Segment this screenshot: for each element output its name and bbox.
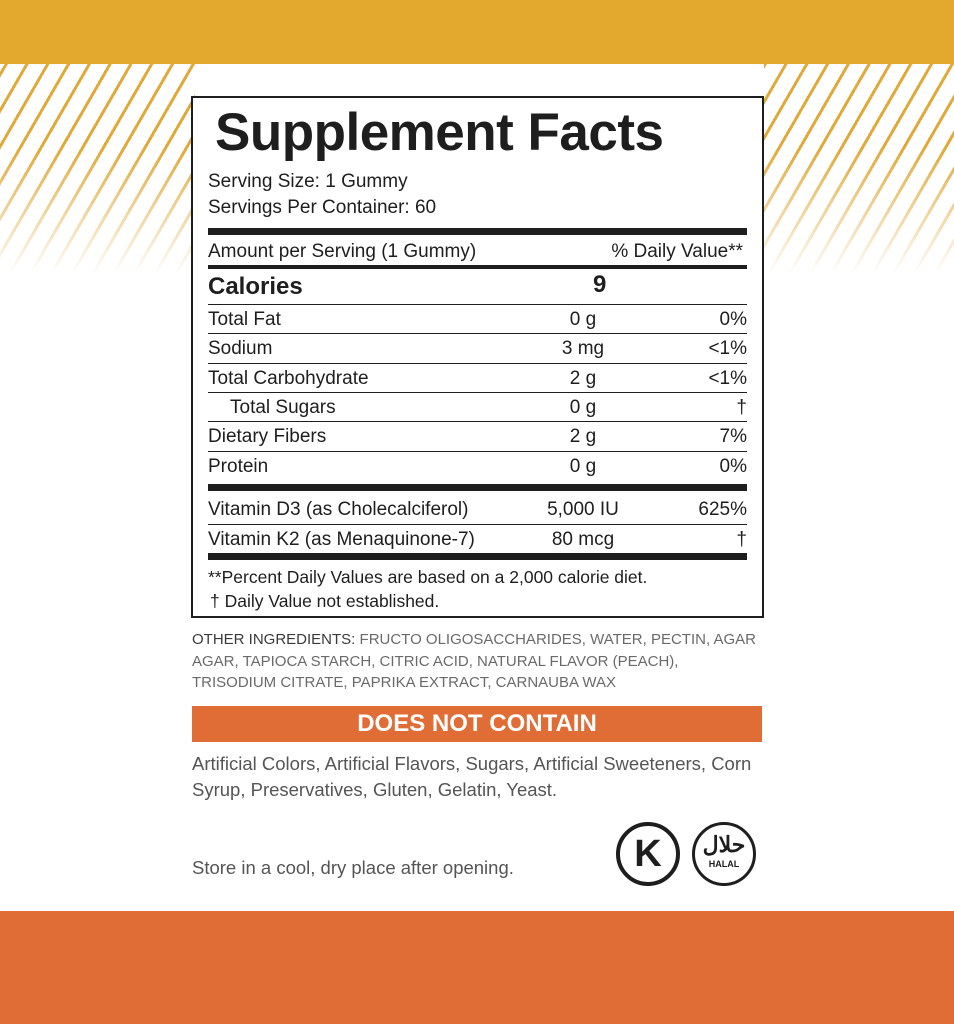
dv-header: % Daily Value** — [611, 241, 743, 262]
nutrient-amount: 2 g — [569, 367, 597, 389]
nutrient-dv: 625% — [698, 499, 747, 520]
nutrient-row: Total Carbohydrate 2 g <1% — [208, 362, 747, 392]
nutrient-amount: 3 mg — [561, 338, 605, 360]
stripe-pattern-left — [0, 64, 195, 274]
footnote-not-established: † Daily Value not established. — [210, 591, 440, 611]
serving-size: Serving Size: 1 Gummy — [208, 171, 408, 192]
nutrient-name: Sodium — [208, 338, 273, 360]
nutrient-name: Dietary Fibers — [208, 426, 327, 448]
stripe-pattern-right — [764, 64, 954, 274]
nutrient-row: Dietary Fibers 2 g 7% — [208, 421, 747, 450]
nutrient-name: Protein — [208, 455, 269, 477]
calories-value: 9 — [593, 271, 607, 298]
nutrient-row: Total Fat 0 g 0% — [208, 304, 747, 333]
kosher-icon: K — [616, 822, 680, 886]
top-band — [0, 0, 954, 64]
panel-title: Supplement Facts — [215, 103, 664, 162]
divider — [208, 484, 747, 491]
divider — [208, 228, 747, 235]
amount-header: Amount per Serving (1 Gummy) — [208, 241, 477, 262]
nutrient-amount: 0 g — [569, 396, 597, 418]
nutrient-row: Vitamin K2 (as Menaquinone-7) 80 mcg † — [208, 524, 747, 553]
footnote-dv: **Percent Daily Values are based on a 2,… — [208, 567, 648, 587]
divider — [208, 553, 747, 560]
nutrient-name: Vitamin K2 (as Menaquinone-7) — [208, 529, 475, 551]
nutrient-name: Total Fat — [208, 309, 281, 330]
divider — [208, 265, 747, 269]
nutrient-amount: 2 g — [569, 426, 597, 448]
nutrient-amount: 80 mcg — [551, 529, 615, 551]
other-ingredients: OTHER INGREDIENTS: FRUCTO OLIGOSACCHARID… — [192, 629, 762, 694]
does-not-contain-heading: DOES NOT CONTAIN — [192, 706, 762, 742]
storage-instructions: Store in a cool, dry place after opening… — [192, 857, 514, 878]
nutrient-row: Total Sugars 0 g † — [208, 391, 747, 421]
servings-per-container: Servings Per Container: 60 — [208, 197, 437, 218]
halal-text: HALAL — [708, 859, 740, 869]
nutrient-dv: 0% — [719, 309, 747, 330]
nutrient-dv: † — [736, 529, 747, 551]
calories-label: Calories — [208, 273, 303, 300]
other-ingredients-text: FRUCTO OLIGOSACCHARIDES, WATER, PECTIN, … — [192, 631, 756, 691]
supplement-facts-panel: Supplement Facts Serving Size: 1 Gummy S… — [191, 96, 764, 618]
nutrient-name: Total Carbohydrate — [208, 367, 369, 389]
nutrient-row: Vitamin D3 (as Cholecalciferol) 5,000 IU 6… — [208, 495, 747, 524]
nutrient-name: Vitamin D3 (as Cholecalciferol) — [208, 499, 469, 520]
nutrient-row: Sodium 3 mg <1% — [208, 333, 747, 362]
other-ingredients-label: OTHER INGREDIENTS: — [192, 631, 356, 648]
nutrient-amount: 0 g — [569, 309, 597, 330]
nutrient-dv: 0% — [719, 455, 747, 477]
kosher-letter: K — [634, 833, 662, 875]
nutrient-amount: 5,000 IU — [547, 499, 619, 520]
halal-arabic: حلال — [702, 832, 746, 857]
nutrient-dv: † — [736, 396, 747, 418]
nutrient-dv: <1% — [708, 367, 747, 389]
nutrient-name: Total Sugars — [230, 396, 336, 418]
nutrient-dv: 7% — [719, 426, 747, 448]
bottom-band — [0, 911, 954, 1024]
nutrient-row: Protein 0 g 0% — [208, 450, 747, 480]
halal-icon: حلال HALAL — [692, 822, 756, 886]
nutrient-amount: 0 g — [569, 455, 597, 477]
does-not-contain-text: Artificial Colors, Artificial Flavors, S… — [192, 753, 752, 800]
nutrient-dv: <1% — [708, 338, 747, 360]
